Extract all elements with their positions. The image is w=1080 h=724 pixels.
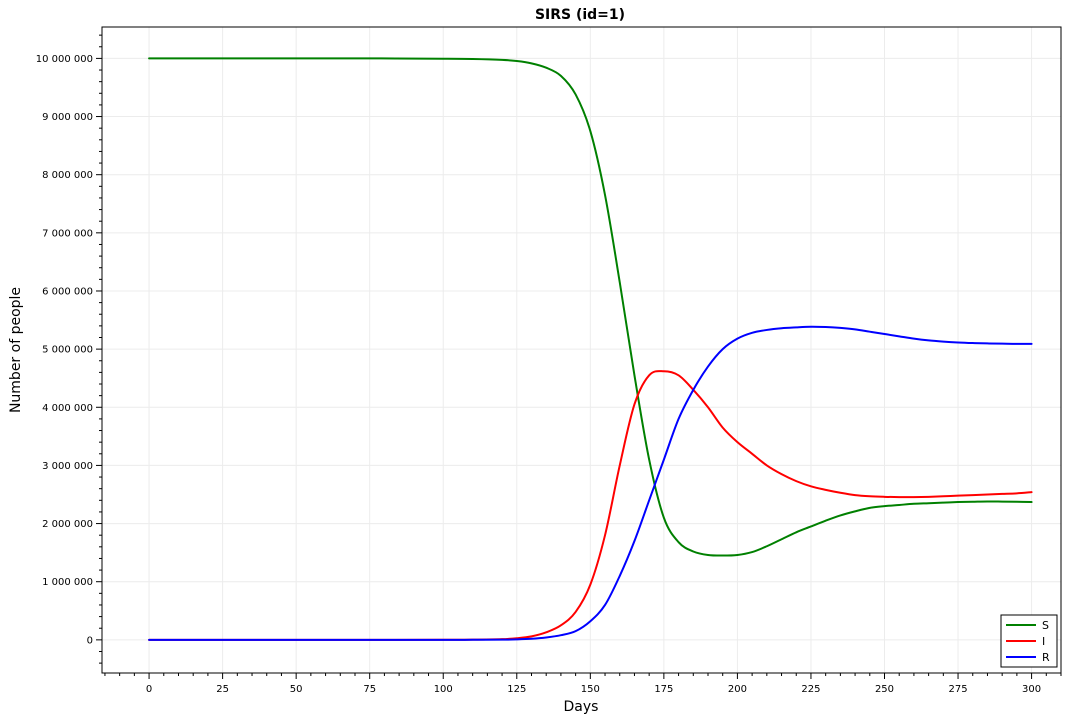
series-line-R — [148, 325, 1033, 641]
x-axis-title: Days — [564, 699, 599, 715]
y-tick-label: 7 000 000 — [42, 228, 93, 239]
series-line-S — [148, 57, 1033, 557]
y-axis-title: Number of people — [8, 287, 24, 413]
y-tick-label: 2 000 000 — [42, 519, 93, 530]
legend-label-S: S — [1042, 619, 1049, 632]
x-tick-label: 225 — [801, 684, 820, 695]
y-tick-label: 3 000 000 — [42, 461, 93, 472]
chart-title: SIRS (id=1) — [535, 7, 625, 23]
y-tick-label: 9 000 000 — [42, 112, 93, 123]
x-tick-label: 250 — [875, 684, 894, 695]
legend: SIR — [1000, 614, 1058, 668]
x-tick-label: 275 — [948, 684, 967, 695]
x-tick-label: 300 — [1022, 684, 1041, 695]
y-tick-label: 10 000 000 — [36, 54, 93, 65]
axes: 0 25 50 75 100 125 150 175 200 225 250 275 300 0 1 000… — [36, 34, 1062, 695]
plot-frame — [101, 26, 1062, 674]
x-tick-label: 150 — [581, 684, 600, 695]
series-lines — [148, 57, 1033, 641]
y-tick-label: 4 000 000 — [42, 403, 93, 414]
x-tick-label: 175 — [654, 684, 673, 695]
x-tick-label: 200 — [728, 684, 747, 695]
x-tick-label: 50 — [290, 684, 303, 695]
x-tick-label: 25 — [216, 684, 229, 695]
y-tick-label: 5 000 000 — [42, 345, 93, 356]
x-tick-label: 100 — [434, 684, 453, 695]
x-tick-label: 75 — [363, 684, 376, 695]
y-tick-label: 1 000 000 — [42, 577, 93, 588]
y-tick-label: 6 000 000 — [42, 286, 93, 297]
legend-label-R: R — [1042, 651, 1050, 664]
legend-label-I: I — [1042, 635, 1045, 648]
x-tick-label: 0 — [146, 684, 152, 695]
gridlines — [102, 27, 1061, 673]
y-tick-label: 0 — [87, 635, 93, 646]
x-tick-label: 125 — [507, 684, 526, 695]
y-tick-label: 8 000 000 — [42, 170, 93, 181]
